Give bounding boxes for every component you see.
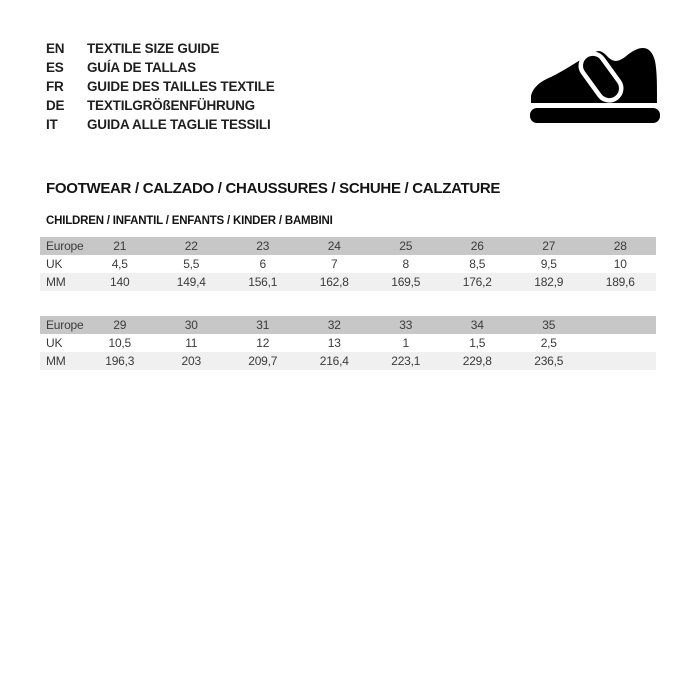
size-cell: 35 — [513, 316, 585, 334]
size-cell: 27 — [513, 237, 585, 255]
size-cell: 9,5 — [540, 257, 557, 271]
size-cell: 209,7 — [227, 352, 299, 370]
language-row-it: IT GUIDA ALLE TAGLIE TESSILI — [46, 115, 275, 134]
row-label: UK — [46, 336, 63, 350]
size-cell: 7 — [331, 257, 338, 271]
size-cell: 13 — [327, 336, 341, 350]
size-cell: 1 — [402, 336, 410, 350]
language-row-en: EN TEXTILE SIZE GUIDE — [46, 39, 275, 58]
size-cell: 23 — [227, 237, 299, 255]
size-cell: 236,5 — [513, 352, 585, 370]
children-shoe-icon — [528, 38, 662, 126]
size-cell: 24 — [298, 237, 370, 255]
language-code: DE — [46, 98, 65, 113]
language-title: GUIDA ALLE TAGLIE TESSILI — [87, 117, 271, 132]
shoe-icon-svg — [530, 48, 660, 123]
language-title-list: EN TEXTILE SIZE GUIDE ES GUÍA DE TALLAS FR GU… — [46, 39, 275, 134]
language-title: TEXTILE SIZE GUIDE — [87, 41, 220, 56]
language-row-es: ES GUÍA DE TALLAS — [46, 58, 275, 77]
language-row-de: DE TEXTILGRÖßENFÜHRUNG — [46, 96, 275, 115]
size-table-children-1: Europe 21 22 23 24 25 26 27 28 UK 4,5 5,5 6 7 8 8,5 9,5 1… — [40, 237, 656, 291]
section-title: FOOTWEAR / CALZADO / CHAUSSURES / SCHUHE… — [46, 180, 501, 197]
size-cell: 11 — [185, 336, 198, 350]
size-cell: 25 — [370, 237, 442, 255]
language-code: ES — [46, 60, 64, 75]
size-cell: 2,5 — [540, 336, 557, 350]
size-cell: 223,1 — [370, 352, 442, 370]
size-cell: 8,5 — [469, 257, 486, 271]
language-title: TEXTILGRÖßENFÜHRUNG — [87, 98, 255, 113]
size-cell: 10 — [613, 257, 627, 271]
size-cell: 216,4 — [298, 352, 370, 370]
size-cell: 196,3 — [84, 352, 156, 370]
size-cell: 149,4 — [155, 273, 227, 291]
table-row-europe: Europe 29 30 31 32 33 34 35 — [40, 316, 656, 334]
size-cell: 169,5 — [370, 273, 442, 291]
size-cell: 32 — [298, 316, 370, 334]
table-row-uk: UK 4,5 5,5 6 7 8 8,5 9,5 10 — [40, 255, 656, 273]
size-cell: 22 — [155, 237, 227, 255]
table-row-uk: UK 10,5 11 12 13 1 1,5 2,5 — [40, 334, 656, 352]
section-subtitle: CHILDREN / INFANTIL / ENFANTS / KINDER /… — [46, 215, 333, 227]
row-label: Europe — [40, 316, 84, 334]
size-cell: 34 — [441, 316, 513, 334]
size-cell: 8 — [402, 257, 410, 271]
row-label: MM — [40, 273, 84, 291]
size-cell: 12 — [256, 336, 270, 350]
row-label: UK — [46, 257, 63, 271]
size-cell — [584, 316, 656, 334]
size-cell: 203 — [155, 352, 227, 370]
language-code: EN — [46, 41, 65, 56]
size-cell: 6 — [259, 257, 267, 271]
table-row-mm: MM 140 149,4 156,1 162,8 169,5 176,2 182,9 189,6 — [40, 273, 656, 291]
size-cell: 21 — [84, 237, 156, 255]
size-cell: 4,5 — [111, 257, 128, 271]
size-cell: 5,5 — [183, 257, 200, 271]
size-cell: 30 — [155, 316, 227, 334]
size-cell: 229,8 — [441, 352, 513, 370]
size-cell: 10,5 — [108, 336, 132, 350]
language-title: GUÍA DE TALLAS — [87, 60, 196, 75]
size-cell: 26 — [441, 237, 513, 255]
row-label: Europe — [40, 237, 84, 255]
size-cell: 1,5 — [469, 336, 486, 350]
size-cell — [585, 334, 657, 352]
size-cell: 140 — [84, 273, 156, 291]
language-code: FR — [46, 79, 64, 94]
size-cell: 156,1 — [227, 273, 299, 291]
size-cell: 33 — [370, 316, 442, 334]
language-code: IT — [46, 117, 58, 132]
size-cell: 29 — [84, 316, 156, 334]
language-row-fr: FR GUIDE DES TAILLES TEXTILE — [46, 77, 275, 96]
language-title: GUIDE DES TAILLES TEXTILE — [87, 79, 275, 94]
size-cell — [584, 352, 656, 370]
size-cell: 182,9 — [513, 273, 585, 291]
table-row-mm: MM 196,3 203 209,7 216,4 223,1 229,8 236,5 — [40, 352, 656, 370]
size-cell: 189,6 — [584, 273, 656, 291]
size-table-children-2: Europe 29 30 31 32 33 34 35 UK 10,5 11 12 13 1 1,5 2,5 M… — [40, 316, 656, 370]
table-row-europe: Europe 21 22 23 24 25 26 27 28 — [40, 237, 656, 255]
size-cell: 28 — [584, 237, 656, 255]
size-cell: 162,8 — [298, 273, 370, 291]
row-label: MM — [40, 352, 84, 370]
size-cell: 176,2 — [441, 273, 513, 291]
size-cell: 31 — [227, 316, 299, 334]
